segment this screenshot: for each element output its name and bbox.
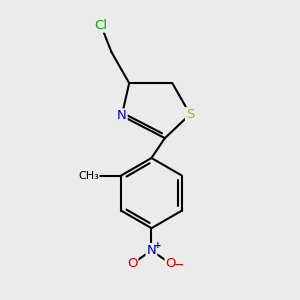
Text: O: O [166,257,176,270]
Text: N: N [117,109,127,122]
Text: CH₃: CH₃ [78,171,99,181]
Text: +: + [154,241,161,250]
Text: −: − [174,259,184,272]
Text: S: S [186,108,194,121]
Text: N: N [147,244,156,257]
Text: O: O [127,257,137,270]
Text: Cl: Cl [94,19,107,32]
